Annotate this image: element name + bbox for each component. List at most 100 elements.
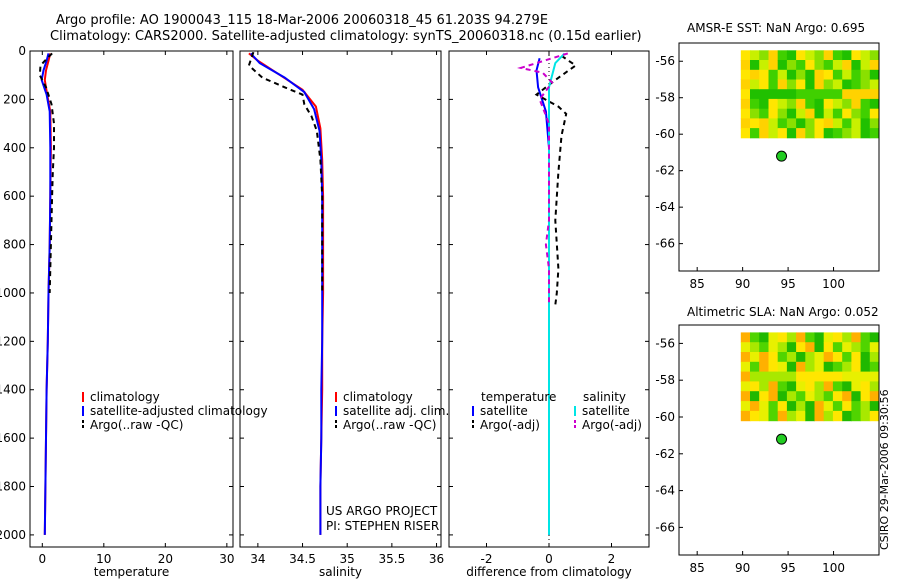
map-amsr-sst: AMSR-E SST: NaN Argo: 0.695 85 90 95 100 -56 -… — [655, 21, 880, 291]
field-cell — [750, 371, 760, 382]
field-cell — [814, 69, 825, 80]
y-tick-label: -56 — [655, 54, 675, 68]
field-cell — [823, 60, 834, 71]
field-cell — [796, 50, 806, 61]
field-cell — [823, 391, 834, 402]
field-cell — [851, 342, 862, 353]
field-cell — [768, 361, 779, 373]
field-cell — [796, 89, 806, 100]
y-tick-label: 1200 — [0, 334, 26, 348]
field-cell — [842, 352, 852, 363]
legend-label: satellite-adjusted climatology — [90, 404, 268, 418]
field-cell — [869, 98, 880, 110]
x-tick-label: 100 — [822, 561, 845, 575]
field-cell — [786, 89, 797, 100]
field-cell — [759, 60, 769, 71]
field-cell — [777, 342, 788, 353]
credit-label: CSIRO 29-Mar-2006 09:30:56 — [878, 389, 891, 550]
field-cell — [869, 50, 880, 61]
x-tick-label: 95 — [780, 277, 795, 291]
field-cell — [805, 50, 815, 61]
field-cell — [832, 108, 843, 119]
field-cell — [796, 128, 806, 139]
y-tick-label: 0 — [18, 44, 26, 58]
x-tick-label: 35.5 — [379, 552, 406, 566]
field-cell — [750, 128, 760, 139]
field-cell — [842, 410, 852, 422]
field-cell — [814, 118, 825, 129]
field-cell — [851, 381, 862, 392]
x-tick-label: 85 — [690, 561, 705, 575]
x-tick-label: 100 — [822, 277, 845, 291]
x-tick-label: 90 — [735, 561, 750, 575]
field-cell — [796, 401, 806, 412]
field-cell — [740, 69, 751, 80]
field-cell — [869, 108, 880, 119]
field-cell — [777, 69, 788, 80]
field-cell — [869, 391, 880, 402]
field-cell — [740, 60, 751, 71]
field-cell — [786, 79, 797, 90]
field-cell — [842, 50, 852, 61]
y-tick-label: -62 — [655, 164, 675, 178]
field-cell — [851, 79, 862, 90]
field-cell — [869, 69, 880, 80]
series-temperature-satellite — [535, 58, 550, 535]
field-cell — [786, 332, 797, 343]
field-cell — [786, 371, 797, 382]
field-cell — [842, 401, 852, 412]
field-cell — [851, 60, 862, 71]
field-cell — [759, 79, 769, 90]
field-cell — [851, 410, 862, 422]
field-cell — [759, 342, 769, 353]
field-cell — [860, 69, 871, 80]
field-cell — [768, 128, 779, 139]
field-cell — [768, 401, 779, 412]
x-tick-label: 85 — [690, 277, 705, 291]
field-cell — [777, 98, 788, 110]
field-cell — [823, 50, 834, 61]
field-cell — [777, 352, 788, 363]
field-cell — [777, 50, 788, 61]
legend-label: satellite — [582, 404, 630, 418]
field-cell — [768, 371, 779, 382]
field-cell — [860, 118, 871, 129]
field-cell — [777, 89, 788, 100]
field-cell — [851, 108, 862, 119]
field-cell — [823, 352, 834, 363]
y-tick-label: 400 — [3, 141, 26, 155]
field-cell — [786, 128, 797, 139]
field-cell — [750, 50, 760, 61]
field-cell — [814, 371, 825, 382]
field-cell — [860, 401, 871, 412]
field-cell — [759, 50, 769, 61]
legend-label: climatology — [90, 390, 160, 404]
field-cell — [759, 410, 769, 422]
field-cell — [740, 79, 751, 90]
field-cell — [869, 361, 880, 373]
field-cell — [740, 401, 751, 412]
y-tick-label: 800 — [3, 238, 26, 252]
field-cell — [796, 381, 806, 392]
field-cell — [768, 108, 779, 119]
argo-position-marker — [776, 150, 788, 162]
field-cell — [796, 118, 806, 129]
field-cell — [832, 391, 843, 402]
field-cell — [869, 410, 880, 422]
field-cell — [740, 410, 751, 422]
field-cell — [750, 108, 760, 119]
field-cell — [759, 69, 769, 80]
field-cell — [869, 342, 880, 353]
field-cell — [805, 79, 815, 90]
field-cell — [869, 89, 880, 100]
series-temperature-argo-adj- — [534, 54, 578, 306]
field-cell — [740, 332, 751, 343]
field-cell — [823, 381, 834, 392]
field-cell — [759, 361, 769, 373]
field-cell — [860, 108, 871, 119]
field-cell — [814, 98, 825, 110]
x-tick-label: 34 — [250, 552, 265, 566]
field-cell — [869, 79, 880, 90]
field-cell — [805, 332, 815, 343]
